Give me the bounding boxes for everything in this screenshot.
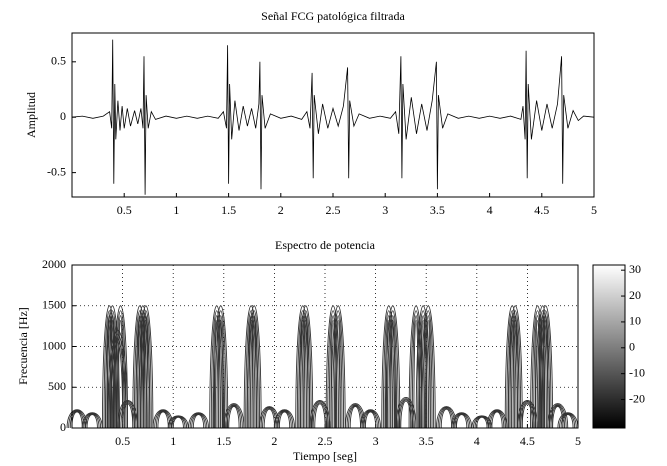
signal-line [71, 39, 595, 195]
contour-stripe [516, 400, 538, 429]
contour-stripe [132, 305, 148, 429]
y-tick-label: 0.5 [51, 54, 66, 68]
x-tick-label: 3 [382, 203, 388, 217]
contour-stripe [113, 305, 129, 429]
y-tick-label: 500 [48, 379, 66, 393]
x-tick-label: 5 [591, 203, 597, 217]
contour-stripe [530, 305, 545, 429]
x-tick-label: 4.5 [520, 434, 535, 448]
chart-title: Espectro de potencia [275, 238, 376, 252]
contour-stripe [330, 305, 346, 429]
y-tick-label: 1500 [42, 298, 66, 312]
y-axis-label: Frecuencia [Hz] [16, 307, 30, 385]
contour-stripe [535, 305, 551, 429]
colorbar-tick-label: 30 [629, 262, 641, 276]
contour-stripe [81, 412, 103, 429]
x-tick-label: 1 [170, 434, 176, 448]
contour-stripe [415, 305, 431, 429]
contour-stripe [451, 412, 473, 429]
contour-stripe [557, 412, 579, 429]
contour-stripe [152, 409, 174, 429]
x-tick-label: 4 [487, 203, 493, 217]
colorbar-tick-label: 20 [629, 288, 641, 302]
y-tick-label: 0 [60, 420, 66, 434]
contour-stripe [105, 305, 120, 429]
x-tick-label: 1.5 [221, 203, 236, 217]
contour-stripe [274, 409, 295, 429]
contour-stripe [167, 415, 189, 429]
contour-stripe [135, 305, 151, 429]
y-tick-label: 0 [60, 109, 66, 123]
contour-stripe [504, 305, 520, 429]
contour-stripe [547, 403, 569, 429]
x-tick-label: 1 [173, 203, 179, 217]
contour-stripe [66, 409, 88, 429]
chart-title: Señal FCG patológica filtrada [261, 9, 405, 23]
contour-stripe [298, 305, 314, 429]
colorbar-tick-label: -10 [629, 365, 645, 379]
colorbar-tick-label: 10 [629, 314, 641, 328]
x-tick-label: 0.5 [115, 434, 130, 448]
contour-stripe [344, 403, 366, 429]
contour-stripe [188, 412, 209, 429]
x-tick-label: 5 [575, 434, 581, 448]
contour-stripe [138, 305, 154, 429]
contour-stripe [360, 409, 381, 429]
contour-stripe [101, 305, 117, 429]
contour-stripe [381, 305, 397, 429]
contour-stripe [385, 305, 401, 429]
x-tick-label: 3.5 [419, 434, 434, 448]
colorbar-tick-label: -20 [629, 391, 645, 405]
contour-stripe [395, 397, 417, 429]
contour-stripe [471, 415, 493, 429]
y-axis-label: Amplitud [24, 92, 38, 138]
contour-stripe [408, 305, 424, 429]
x-tick-label: 2 [271, 434, 277, 448]
contour-stripe [538, 305, 554, 429]
plot-frame [71, 32, 595, 198]
contour-stripe [209, 305, 225, 429]
x-tick-label: 2.5 [326, 203, 341, 217]
x-tick-label: 3.5 [430, 203, 445, 217]
contour-stripe [213, 305, 229, 429]
contour-group [66, 305, 579, 429]
x-axis-label: Tiempo [seg] [293, 449, 357, 463]
x-tick-label: 0.5 [117, 203, 132, 217]
contour-stripe [223, 403, 245, 429]
x-tick-label: 1.5 [216, 434, 231, 448]
x-tick-label: 4 [474, 434, 480, 448]
x-tick-label: 2.5 [318, 434, 333, 448]
y-tick-label: 1000 [42, 338, 66, 352]
plot-frame [71, 264, 579, 429]
contour-stripe [420, 305, 436, 429]
x-tick-label: 2 [278, 203, 284, 217]
contour-stripe [258, 406, 280, 429]
colorbar [592, 264, 626, 429]
contour-stripe [507, 305, 523, 429]
contour-stripe [117, 400, 139, 429]
contour-stripe [325, 305, 341, 429]
y-tick-label: 2000 [42, 257, 66, 271]
contour-stripe [246, 305, 262, 429]
contour-stripe [295, 305, 311, 429]
contour-stripe [309, 400, 331, 429]
x-tick-label: 4.5 [534, 203, 549, 217]
x-tick-label: 3 [373, 434, 379, 448]
contour-stripe [486, 409, 508, 429]
contour-stripe [243, 305, 259, 429]
contour-stripe [435, 406, 457, 429]
colorbar-tick-label: 0 [629, 340, 635, 354]
y-tick-label: -0.5 [47, 164, 66, 178]
